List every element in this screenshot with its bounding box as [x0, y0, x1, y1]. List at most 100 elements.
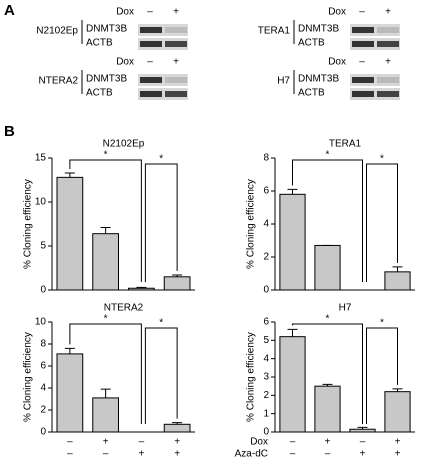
blot-band	[377, 41, 399, 47]
blot-band	[165, 41, 187, 47]
bar	[384, 391, 411, 433]
condition-sign: –	[290, 449, 296, 460]
y-tick-label: 2	[263, 252, 269, 263]
error-bar	[287, 188, 298, 195]
y-tick-label: 15	[35, 153, 47, 164]
y-tick-label: 6	[263, 317, 269, 328]
condition-sign: –	[360, 437, 366, 448]
cell-label: NTERA2	[39, 76, 79, 87]
y-tick-label: 1	[263, 408, 269, 419]
cell-label: TERA1	[258, 26, 291, 37]
condition-sign: +	[395, 449, 401, 460]
condition-sign: –	[67, 449, 73, 460]
y-tick-label: 5	[40, 241, 46, 252]
cell-label: H7	[277, 76, 290, 87]
condition-sign: –	[67, 437, 73, 448]
error-bar	[100, 388, 111, 398]
error-bar	[357, 426, 368, 430]
significance: *	[326, 150, 330, 161]
error-bar	[64, 347, 75, 354]
bar	[163, 423, 191, 433]
y-tick-label: 4	[40, 383, 46, 394]
panel-label: A	[4, 2, 15, 19]
bar	[128, 287, 155, 291]
y-tick-label: 0	[40, 285, 46, 296]
condition-sign: –	[103, 449, 109, 460]
bar	[56, 176, 84, 291]
bar	[92, 233, 119, 291]
blot-band	[377, 77, 399, 83]
chart-title: N2102Ep	[103, 139, 145, 150]
significance: *	[159, 154, 163, 165]
sign: +	[173, 57, 179, 68]
y-tick-label: 0	[40, 427, 46, 438]
significance: *	[104, 150, 108, 161]
significance: *	[380, 154, 384, 165]
blot-band	[140, 27, 162, 33]
bracket	[69, 159, 142, 282]
condition-sign: –	[290, 437, 296, 448]
bracket	[366, 163, 398, 282]
y-tick-label: 2	[40, 405, 46, 416]
chart-title: H7	[339, 303, 352, 314]
bar	[279, 336, 306, 433]
blot-band	[165, 27, 187, 33]
bracket	[144, 163, 178, 282]
bracket	[144, 327, 178, 424]
blot-band	[377, 91, 399, 97]
bracket	[292, 159, 363, 282]
error-bar	[392, 266, 403, 272]
chart-title: TERA1	[329, 139, 362, 150]
band-label: DNMT3B	[86, 24, 127, 35]
bar	[314, 385, 341, 433]
bar	[92, 397, 119, 433]
y-axis-label: % Cloning efficiency	[23, 179, 34, 269]
y-tick-label: 4	[263, 353, 269, 364]
sign: –	[147, 57, 153, 68]
treatment-label: Dox	[328, 57, 346, 68]
error-bar	[136, 286, 147, 289]
bar	[56, 353, 84, 433]
condition-sign: +	[174, 437, 180, 448]
y-tick-label: 8	[263, 153, 269, 164]
y-tick-label: 0	[263, 427, 269, 438]
condition-sign: +	[138, 449, 144, 460]
band-label: ACTB	[86, 88, 113, 99]
y-tick-label: 6	[40, 361, 46, 372]
blot-band	[140, 91, 162, 97]
condition-name: Aza-dC	[235, 449, 268, 460]
blot-band	[165, 91, 187, 97]
blot-band	[140, 77, 162, 83]
blot-band	[377, 27, 399, 33]
condition-sign: +	[103, 437, 109, 448]
sign: +	[173, 7, 179, 18]
treatment-label: Dox	[116, 7, 134, 18]
band-label: ACTB	[86, 38, 113, 49]
y-axis-label: % Cloning efficiency	[246, 332, 257, 422]
blot-band	[352, 91, 374, 97]
y-tick-label: 3	[263, 372, 269, 383]
blot-band	[352, 41, 374, 47]
bracket	[366, 327, 398, 424]
bar	[163, 276, 191, 291]
y-tick-label: 5	[263, 335, 269, 346]
condition-sign: +	[325, 437, 331, 448]
y-tick-label: 4	[263, 219, 269, 230]
band-label: DNMT3B	[298, 74, 339, 85]
condition-sign: –	[325, 449, 331, 460]
bar	[279, 193, 306, 291]
y-tick-label: 2	[263, 390, 269, 401]
significance: *	[104, 314, 108, 325]
bar	[349, 428, 376, 433]
sign: –	[359, 7, 365, 18]
bracket	[292, 323, 363, 424]
y-tick-label: 10	[35, 197, 47, 208]
sign: –	[147, 7, 153, 18]
blot-band	[352, 77, 374, 83]
significance: *	[380, 318, 384, 329]
error-bar	[287, 328, 298, 337]
sign: +	[385, 7, 391, 18]
panel-label: B	[4, 123, 15, 140]
y-axis-label: % Cloning efficiency	[246, 179, 257, 269]
